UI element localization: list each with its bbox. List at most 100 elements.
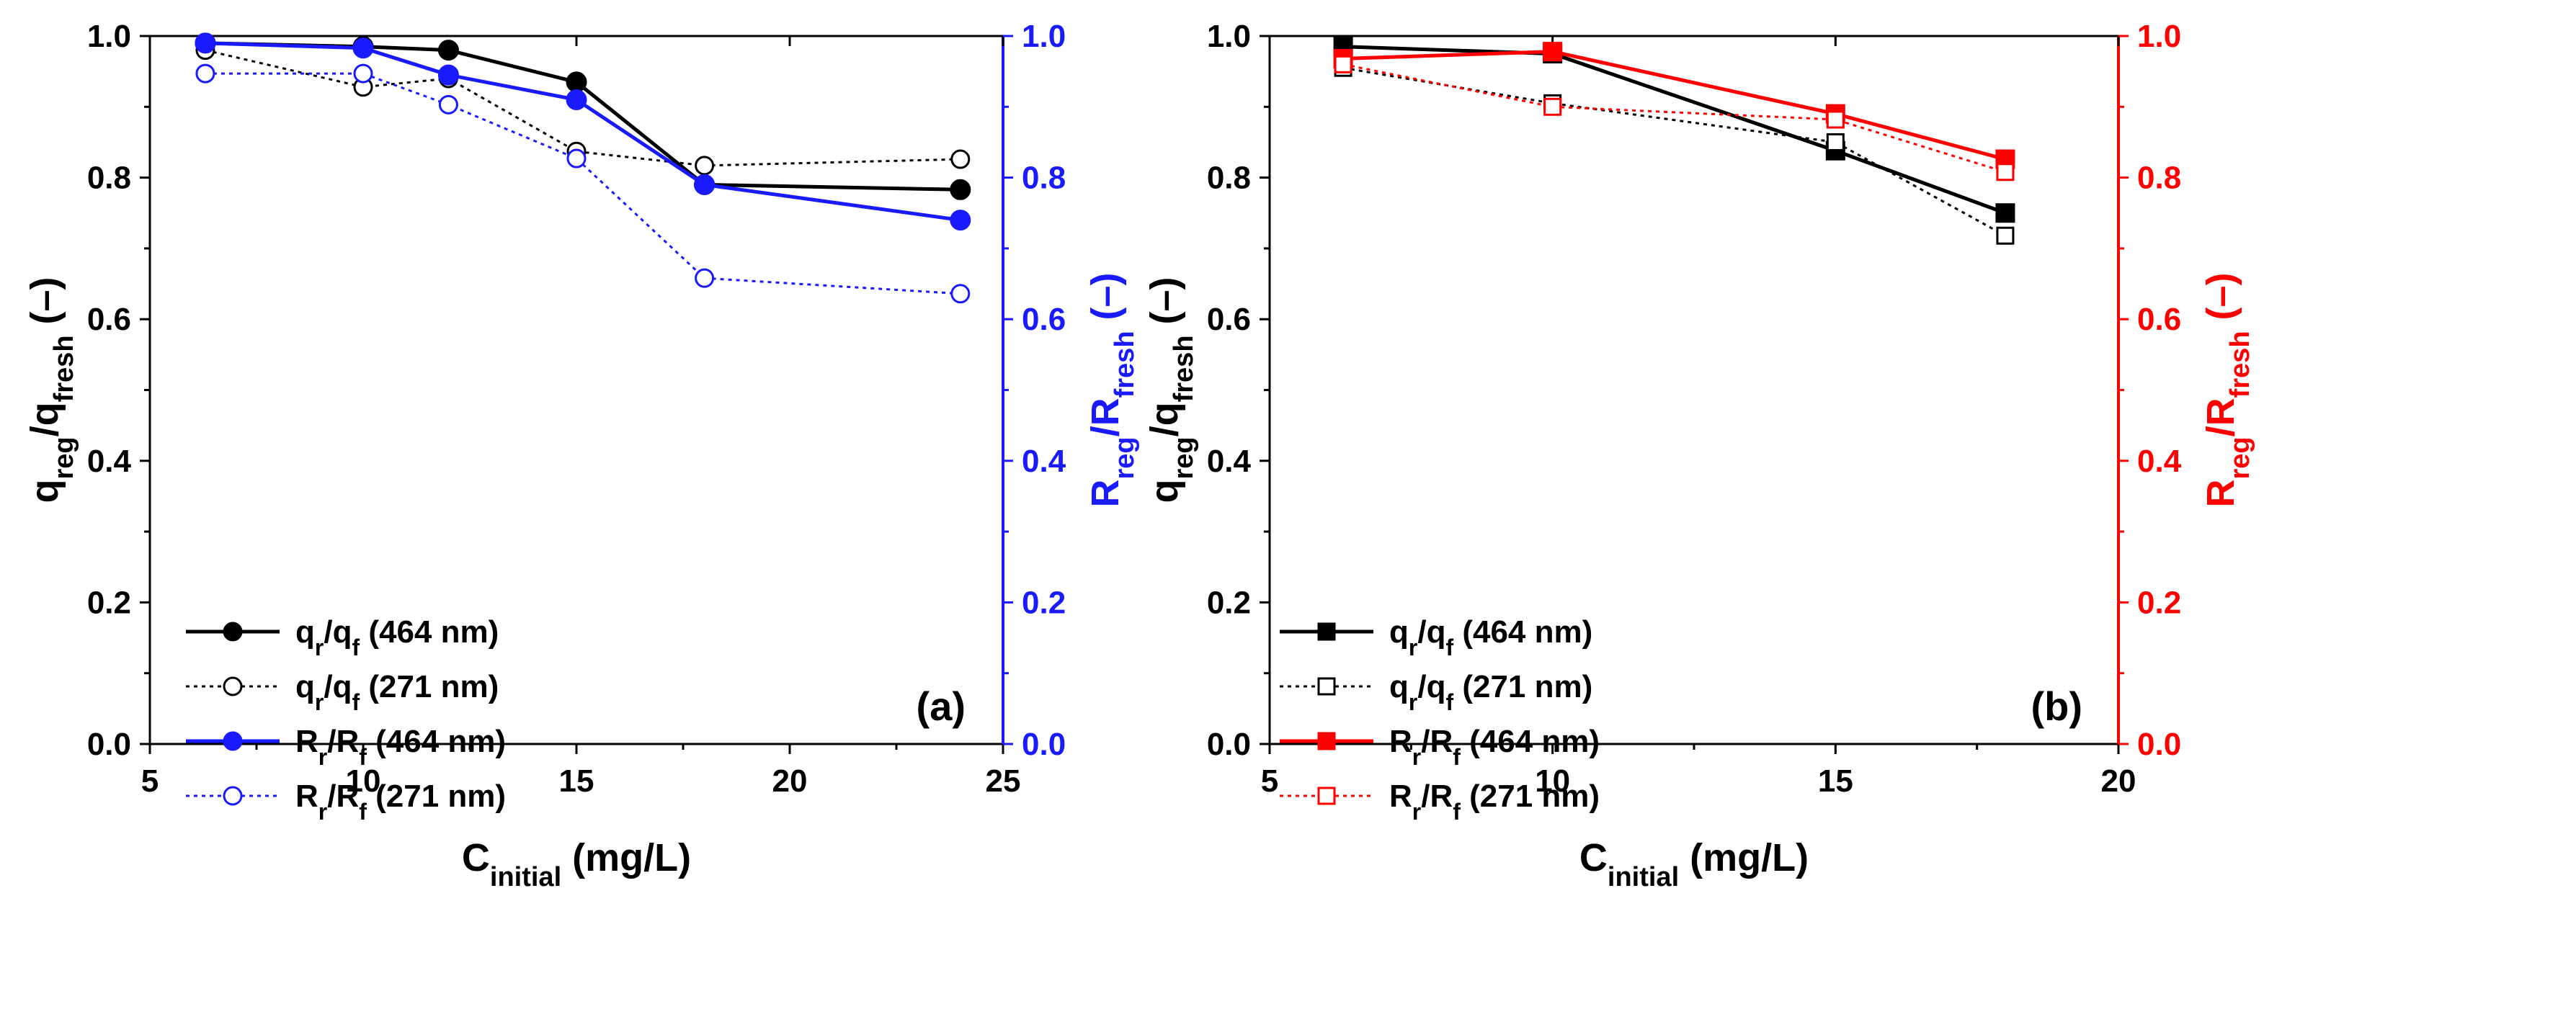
left-y-tick-label: 0.8: [87, 161, 131, 196]
x-tick-label: 20: [2101, 763, 2136, 799]
legend-entry: Rr/Rf (464 nm): [186, 724, 506, 770]
data-point: [1996, 163, 2015, 181]
x-axis-title: Cinitial (mg/L): [1579, 836, 1809, 892]
left-y-axis-title: qreg/qfresh (–): [23, 277, 79, 503]
x-tick-label: 25: [986, 763, 1021, 799]
data-point: [437, 40, 459, 61]
legend-marker: [1317, 677, 1336, 696]
x-tick-label: 5: [141, 763, 159, 799]
right-y-tick-label: 0.0: [2137, 727, 2181, 762]
legend-entry: qr/qf (271 nm): [1280, 669, 1592, 715]
series-3: [195, 32, 971, 231]
data-point: [1543, 42, 1563, 62]
x-tick-label: 10: [1535, 763, 1570, 799]
series-2: [1334, 58, 2015, 245]
series-line: [1342, 63, 2006, 174]
data-point: [566, 71, 587, 93]
left-y-tick-label: 0.2: [87, 585, 131, 620]
series-line: [205, 41, 961, 192]
series-4: [1334, 55, 2015, 181]
data-point: [566, 89, 587, 110]
data-point: [195, 63, 215, 84]
series-line: [205, 49, 961, 167]
data-point: [695, 268, 715, 288]
left-y-tick-label: 0.4: [1207, 444, 1252, 479]
legend-label: qr/qf (271 nm): [295, 669, 499, 715]
legend-marker: [1317, 622, 1336, 641]
data-point: [437, 64, 459, 86]
left-y-tick-label: 0.0: [87, 727, 131, 762]
left-y-tick-label: 1.0: [1207, 19, 1251, 54]
x-tick-label: 5: [1261, 763, 1278, 799]
right-y-tick-label: 0.2: [1022, 585, 1066, 620]
x-tick-label: 15: [1818, 763, 1853, 799]
data-point: [1826, 110, 1845, 129]
x-tick-label: 10: [346, 763, 381, 799]
legend-marker: [223, 622, 243, 642]
x-tick-label: 20: [772, 763, 808, 799]
panel-tag: (b): [2031, 683, 2082, 729]
legend-entry: Rr/Rf (271 nm): [1280, 779, 1600, 825]
data-point: [694, 174, 716, 195]
series-3: [1333, 42, 2015, 169]
left-y-tick-label: 0.8: [1207, 161, 1251, 196]
data-point: [1826, 133, 1845, 151]
legend-label: qr/qf (271 nm): [1389, 669, 1592, 715]
data-point: [1996, 226, 2015, 245]
left-y-tick-label: 1.0: [87, 19, 131, 54]
data-point: [566, 148, 587, 169]
right-y-tick-label: 1.0: [2137, 19, 2181, 54]
legend-label: Rr/Rf (271 nm): [295, 779, 506, 825]
left-y-tick-label: 0.6: [1207, 302, 1251, 337]
right-y-axis-title: Rreg/Rfresh (–): [1084, 272, 1140, 507]
legend-label: qr/qf (464 nm): [1389, 614, 1592, 660]
data-point: [950, 149, 971, 169]
legend-entry: qr/qf (271 nm): [186, 669, 499, 715]
data-point: [695, 156, 715, 176]
data-point: [1995, 203, 2015, 223]
data-point: [438, 94, 458, 115]
left-y-tick-label: 0.0: [1207, 727, 1251, 762]
x-tick-label: 15: [559, 763, 594, 799]
panel-a: 5 10 15 20 250.0 0.00.2 0.20.4 0.40.6 0.60.8 0.81…: [23, 19, 1140, 892]
right-y-tick-label: 0.6: [2137, 302, 2181, 337]
panel-tag: (a): [917, 683, 966, 729]
data-point: [1334, 55, 1352, 73]
series-4: [195, 63, 971, 304]
data-point: [950, 179, 971, 200]
right-y-axis-title: Rreg/Rfresh (–): [2199, 272, 2255, 507]
series-line: [205, 41, 961, 223]
series-line: [1343, 50, 2006, 161]
legend-label: Rr/Rf (271 nm): [1389, 779, 1600, 825]
legend-entry: Rr/Rf (271 nm): [186, 779, 506, 825]
legend-marker: [223, 786, 243, 806]
legend-entry: qr/qf (464 nm): [1280, 614, 1592, 660]
data-point: [950, 284, 971, 304]
left-y-axis-title: qreg/qfresh (–): [1143, 277, 1199, 503]
series-line: [1343, 45, 2006, 215]
series-line: [1342, 66, 2006, 237]
legend-entry: Rr/Rf (464 nm): [1280, 724, 1600, 770]
x-axis-title: Cinitial (mg/L): [462, 836, 691, 892]
right-y-tick-label: 0.0: [1022, 727, 1066, 762]
legend-marker: [1317, 732, 1336, 750]
legend-label: qr/qf (464 nm): [295, 614, 499, 660]
legend-marker: [223, 676, 243, 696]
right-y-tick-label: 0.2: [2137, 585, 2181, 620]
data-point: [1543, 97, 1562, 116]
series-1: [1333, 37, 2015, 223]
legend-marker: [223, 731, 243, 751]
panel-b: 5 10 15 200.0 0.00.2 0.20.4 0.40.6 0.60.8 0.81.0…: [1143, 19, 2255, 892]
legend-entry: qr/qf (464 nm): [186, 614, 499, 660]
legend-marker: [1317, 786, 1336, 805]
data-point: [353, 63, 373, 84]
legend-label: Rr/Rf (464 nm): [1389, 724, 1600, 770]
right-y-tick-label: 0.4: [1022, 444, 1066, 479]
right-y-tick-label: 0.4: [2137, 444, 2182, 479]
right-y-tick-label: 0.6: [1022, 302, 1066, 337]
data-point: [352, 37, 374, 59]
left-y-tick-label: 0.2: [1207, 585, 1251, 620]
left-y-tick-label: 0.4: [87, 444, 132, 479]
legend-label: Rr/Rf (464 nm): [295, 724, 506, 770]
